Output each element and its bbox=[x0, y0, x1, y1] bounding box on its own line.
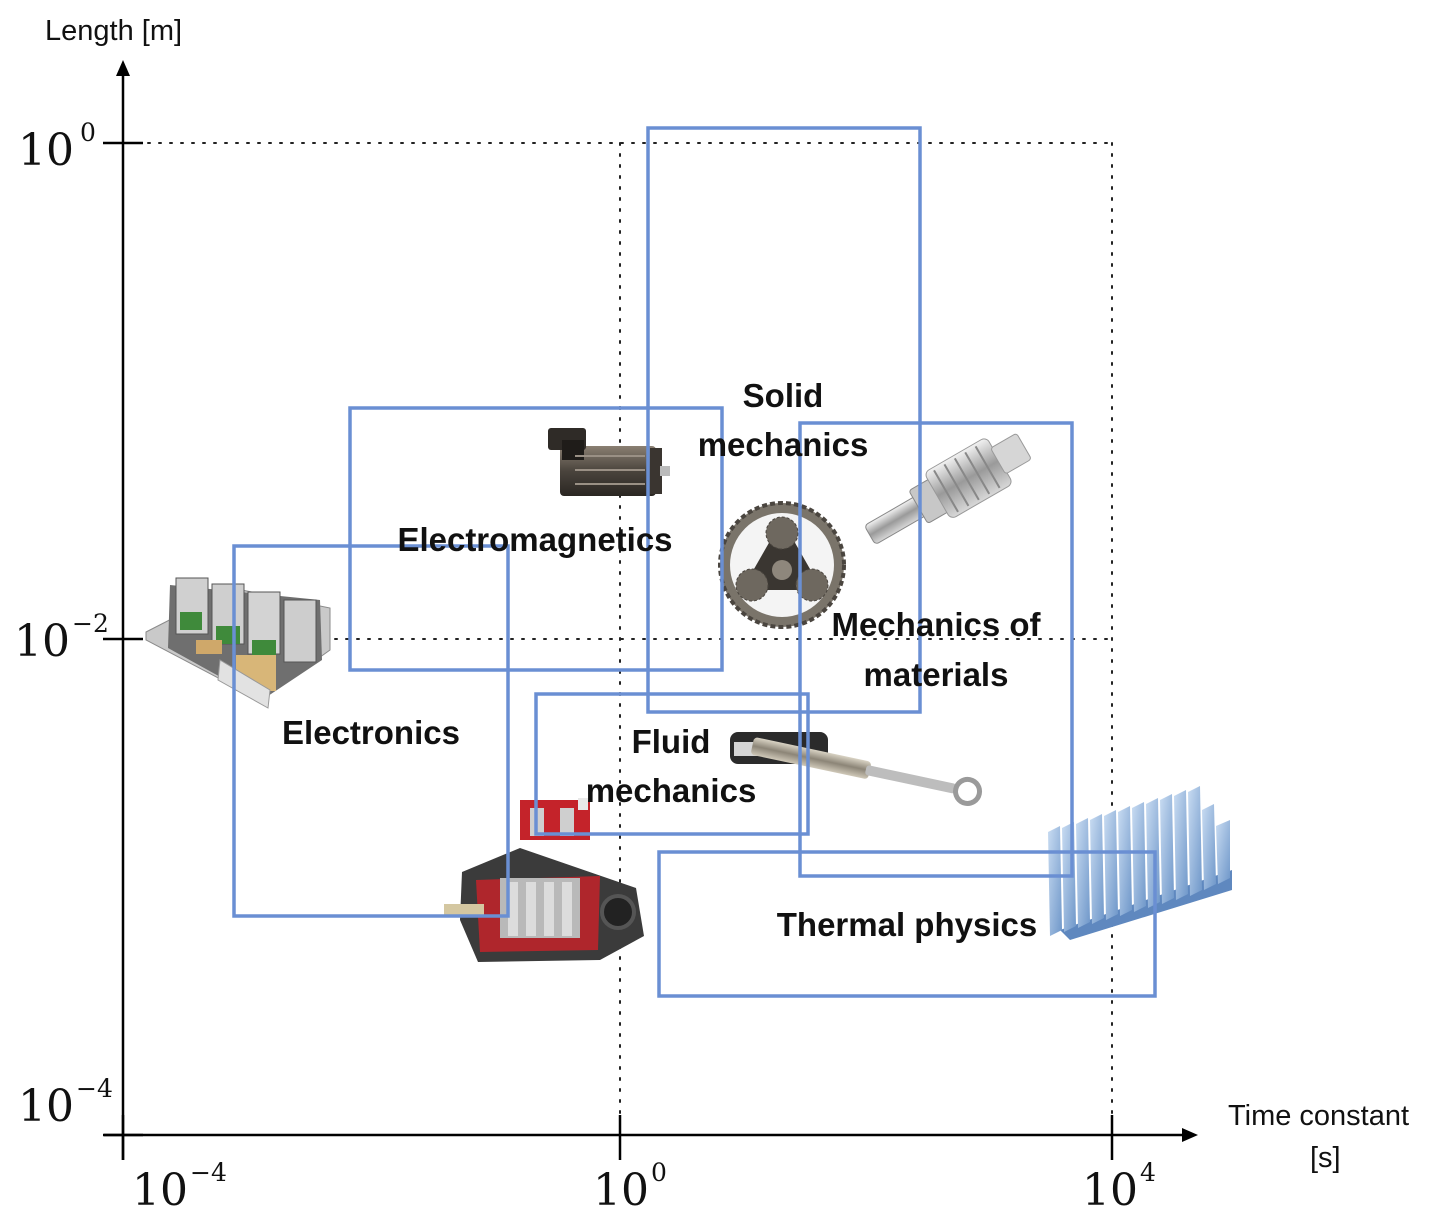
label-mechanics-of-materials-line2: materials bbox=[864, 656, 1009, 693]
y-tick-label-10^-2: 10−2 bbox=[14, 609, 109, 667]
hydraulic-pump-image bbox=[444, 798, 644, 962]
x-tick-label-10^0: 100 bbox=[593, 1158, 667, 1216]
region-box-electromagnetics bbox=[348, 406, 724, 672]
y-tick-label-10^-4: 10−4 bbox=[18, 1074, 113, 1132]
region-outlines bbox=[232, 126, 1157, 998]
gridlines bbox=[147, 142, 1113, 1131]
label-solid-mechanics-line2: mechanics bbox=[698, 426, 869, 463]
linear-actuator-image bbox=[730, 732, 983, 806]
planetary-gear-image bbox=[718, 501, 846, 629]
region-box-fluid-mechanics bbox=[534, 692, 810, 836]
region-box-solid-mechanics bbox=[646, 126, 922, 714]
y-axis-title: Length [m] bbox=[45, 15, 182, 47]
power-electronics-modules-image bbox=[145, 577, 331, 709]
ball-screw-image bbox=[865, 433, 1031, 544]
label-electromagnetics: Electromagnetics bbox=[397, 521, 672, 558]
x-axis-title-line1: Time constant bbox=[1228, 1100, 1409, 1132]
region-box-thermal-physics bbox=[657, 850, 1157, 998]
label-electronics: Electronics bbox=[282, 714, 460, 751]
y-tick-label-10^0: 10 0 bbox=[18, 118, 96, 176]
label-fluid-mechanics-line1: Fluid bbox=[632, 723, 711, 760]
region-box-mechanics-of-materials bbox=[798, 421, 1074, 878]
servo-motor-image bbox=[548, 428, 670, 496]
label-mechanics-of-materials-line1: Mechanics of bbox=[831, 606, 1041, 643]
region-box-electronics bbox=[232, 544, 510, 918]
label-solid-mechanics-line1: Solid bbox=[743, 377, 824, 414]
x-tick-label-10^-4: 10−4 bbox=[132, 1158, 227, 1216]
label-fluid-mechanics-line2: mechanics bbox=[586, 772, 757, 809]
axes bbox=[103, 60, 1198, 1160]
y-axis-arrowhead bbox=[116, 60, 130, 76]
x-axis-title-line2: [s] bbox=[1310, 1142, 1341, 1174]
x-tick-label-10^4: 104 bbox=[1082, 1158, 1156, 1216]
label-thermal-physics: Thermal physics bbox=[777, 906, 1037, 943]
heat-sink-image bbox=[1048, 786, 1232, 940]
x-axis-arrowhead bbox=[1182, 1128, 1198, 1142]
